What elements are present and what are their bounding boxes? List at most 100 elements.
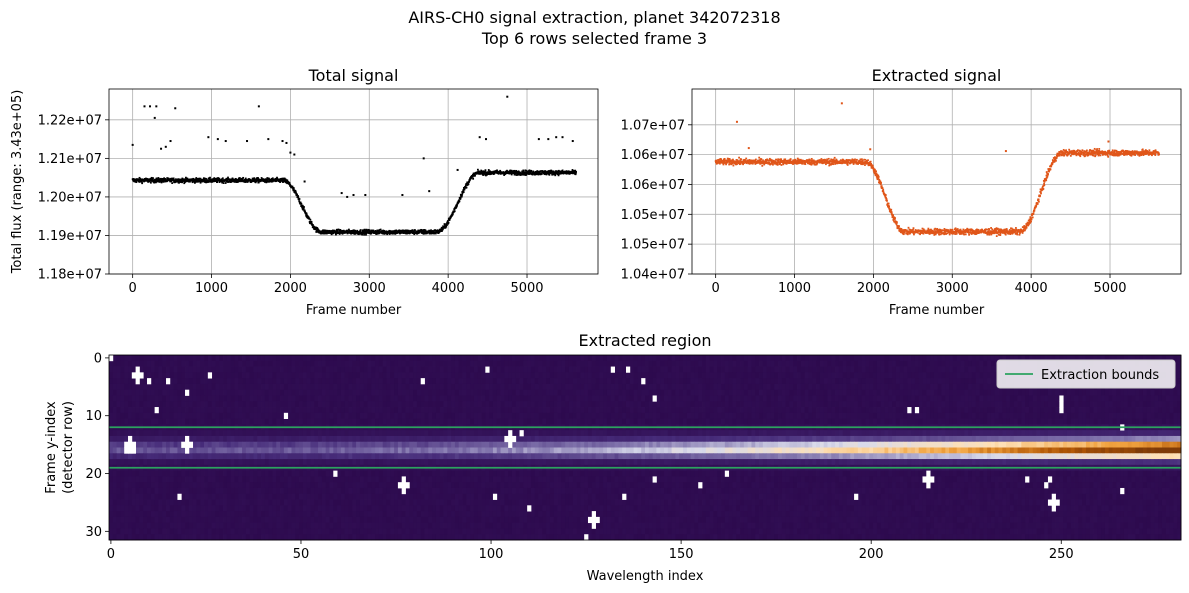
data-point <box>244 177 247 180</box>
heatmap-cell <box>397 372 403 379</box>
heatmap-cell <box>740 372 745 379</box>
heatmap-cell <box>473 366 479 373</box>
data-point <box>1004 233 1007 236</box>
data-point <box>1025 226 1028 229</box>
data-point <box>144 179 147 182</box>
data-point <box>758 156 761 159</box>
data-point <box>808 161 811 164</box>
data-point <box>1006 229 1008 232</box>
data-point <box>997 227 999 230</box>
heatmap-cell <box>770 372 775 379</box>
heatmap-cell <box>352 360 357 367</box>
heatmap-cell <box>496 366 501 373</box>
heatmap-cell <box>618 355 623 362</box>
heatmap-cell <box>306 372 311 379</box>
heatmap-cell <box>147 366 152 373</box>
data-point <box>808 160 811 162</box>
heatmap-cell <box>850 355 855 362</box>
data-point <box>543 173 546 176</box>
data-point <box>365 232 368 235</box>
heatmap-cell <box>740 355 745 362</box>
data-point <box>782 163 785 166</box>
heatmap-cell <box>420 372 425 379</box>
heatmap-cell <box>390 366 395 373</box>
data-point <box>362 232 365 235</box>
data-point <box>834 163 837 165</box>
heatmap-cell <box>572 366 577 373</box>
data-point <box>960 232 963 235</box>
data-point <box>732 164 735 167</box>
data-point <box>217 178 219 180</box>
heatmap-cell <box>952 355 958 362</box>
heatmap-cell <box>211 372 216 379</box>
data-point <box>770 162 773 165</box>
heatmap-cell <box>591 366 596 373</box>
data-point <box>768 157 771 160</box>
heatmap-cell <box>842 355 847 362</box>
data-point <box>988 233 991 236</box>
heatmap-cell <box>747 372 752 379</box>
data-point <box>745 162 748 165</box>
heatmap-cell <box>557 372 562 379</box>
data-point <box>401 230 404 233</box>
data-point <box>760 158 763 160</box>
heatmap-cell <box>120 366 125 373</box>
data-point <box>226 179 229 182</box>
heatmap-cell <box>728 355 733 362</box>
data-point <box>262 180 265 183</box>
data-point <box>441 228 444 231</box>
data-point <box>778 158 781 161</box>
data-point <box>286 179 289 182</box>
heatmap-cell <box>698 372 703 379</box>
data-point <box>941 229 944 232</box>
data-point <box>349 230 352 233</box>
data-point <box>900 231 902 234</box>
heatmap-cell <box>234 355 239 362</box>
data-point <box>984 230 987 233</box>
data-point <box>170 180 173 183</box>
heatmap-cell <box>770 360 775 367</box>
data-point <box>155 177 158 180</box>
data-point <box>191 180 194 182</box>
data-point <box>754 158 757 161</box>
heatmap-cell <box>557 366 562 373</box>
data-point <box>944 229 947 231</box>
data-point <box>414 229 416 232</box>
heatmap-cell <box>340 372 346 379</box>
data-point <box>198 177 201 180</box>
heatmap-cell <box>587 366 593 373</box>
heatmap-cell <box>945 372 950 379</box>
heatmap-cell <box>204 360 209 367</box>
heatmap-cell <box>432 366 437 373</box>
heatmap-cell <box>990 372 996 379</box>
heatmap-cell <box>698 360 703 367</box>
heatmap-cell <box>553 372 558 379</box>
data-point <box>877 174 880 177</box>
heatmap-cell <box>378 360 384 367</box>
data-point <box>989 232 992 235</box>
heatmap-cell <box>892 372 897 379</box>
heatmap-cell <box>606 355 612 362</box>
heatmap-cell <box>428 360 433 367</box>
heatmap-cell <box>618 372 623 379</box>
data-point <box>810 157 813 160</box>
data-point <box>292 187 295 190</box>
data-point <box>378 230 380 233</box>
data-point <box>1015 228 1018 231</box>
heatmap-cell <box>971 372 977 379</box>
heatmap-cell <box>702 355 707 362</box>
heatmap-cell <box>721 355 726 362</box>
data-point <box>1031 216 1034 219</box>
data-point <box>815 163 818 166</box>
data-point <box>496 169 498 172</box>
heatmap-cell <box>728 372 733 379</box>
heatmap-cell <box>318 355 323 362</box>
data-point <box>252 180 255 182</box>
heatmap-cell <box>983 366 988 373</box>
heatmap-cell <box>549 366 555 373</box>
data-point <box>298 200 301 203</box>
heatmap-cell <box>686 372 692 379</box>
heatmap-cell <box>907 366 912 373</box>
heatmap-cell <box>413 366 418 373</box>
outlier-point <box>293 153 296 156</box>
